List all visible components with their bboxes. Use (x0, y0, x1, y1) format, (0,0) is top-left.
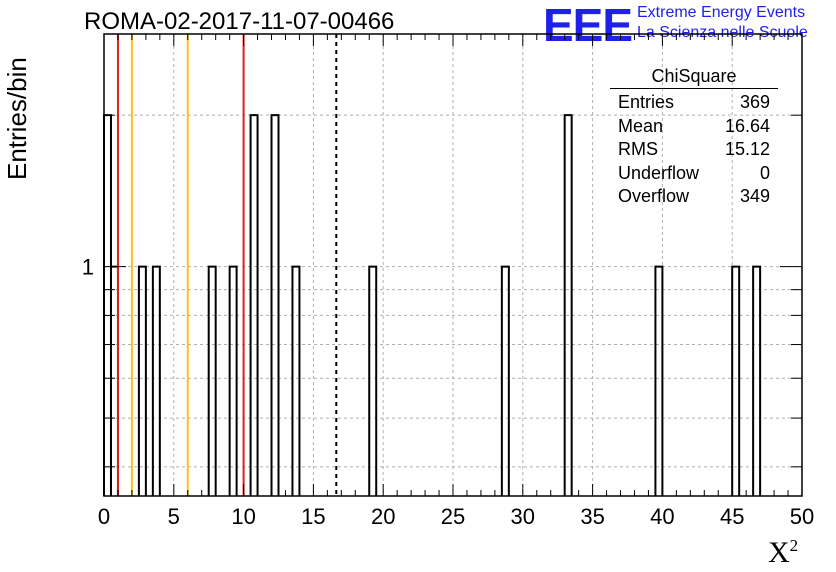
y-tick-label: 1 (82, 255, 94, 280)
histogram-bar (249, 114, 259, 496)
stats-label: RMS (618, 139, 658, 159)
histogram-bar (207, 265, 217, 496)
histogram-bar (291, 265, 301, 496)
stats-title: ChiSquare (610, 66, 778, 89)
stats-row-underflow: Underflow 0 (610, 162, 778, 186)
stats-rows: Entries 369 Mean 16.64 RMS 15.12 Underflow 0 Ove… (610, 91, 778, 209)
histogram-bar (103, 114, 112, 496)
x-tick-label: 5 (168, 504, 180, 529)
stats-row-mean: Mean 16.64 (610, 115, 778, 139)
stats-value: 349 (739, 186, 770, 206)
stats-row-entries: Entries 369 (610, 91, 778, 115)
histogram-bar (137, 265, 147, 496)
stats-label: Underflow (618, 162, 700, 183)
histogram-bar (368, 265, 378, 496)
x-axis-label-superscript: 2 (789, 536, 799, 555)
tick-labels: 0 5 10 15 20 25 30 35 40 45 50 1 (82, 255, 814, 529)
histogram-bar (563, 114, 573, 496)
x-tick-label: 30 (511, 504, 535, 529)
stats-value: 15.12 (724, 139, 770, 159)
stats-row-rms: RMS 15.12 (610, 138, 778, 162)
stats-value: 16.64 (724, 115, 770, 136)
x-tick-label: 0 (98, 504, 110, 529)
histogram-bar (500, 265, 510, 496)
eee-logo: EEE (543, 0, 633, 51)
histogram-bar (151, 265, 161, 496)
histogram-bar (109, 265, 119, 496)
x-tick-label: 10 (231, 504, 255, 529)
histogram-bar (228, 265, 238, 496)
stats-label: Mean (618, 115, 664, 136)
logo-line-2: La Scienza nelle Scuole (637, 24, 808, 41)
stats-row-overflow: Overflow 349 (610, 185, 778, 209)
x-tick-label: 50 (790, 504, 814, 529)
x-tick-label: 20 (371, 504, 395, 529)
stats-box: ChiSquare Entries 369 Mean 16.64 RMS 15.12 Und… (610, 66, 778, 209)
x-tick-label: 25 (441, 504, 465, 529)
x-axis-label: X2 (768, 536, 798, 570)
stats-value: 369 (739, 92, 770, 112)
x-tick-label: 45 (720, 504, 744, 529)
axis-ticks (103, 34, 803, 496)
x-axis-label-symbol: X (768, 536, 790, 569)
histogram-bar (752, 265, 762, 496)
stats-value: 0 (759, 162, 770, 183)
x-tick-label: 40 (650, 504, 674, 529)
marker-lines (116, 34, 338, 496)
histogram-bar (654, 265, 664, 496)
histogram-bar (270, 114, 280, 496)
chart-title: ROMA-02-2017-11-07-00466 (84, 8, 395, 35)
stats-label: Overflow (618, 186, 690, 206)
histogram-bar (731, 265, 741, 496)
stats-label: Entries (618, 92, 675, 112)
x-tick-label: 15 (301, 504, 325, 529)
x-tick-label: 35 (580, 504, 604, 529)
logo-line-1: Extreme Energy Events (637, 4, 806, 21)
